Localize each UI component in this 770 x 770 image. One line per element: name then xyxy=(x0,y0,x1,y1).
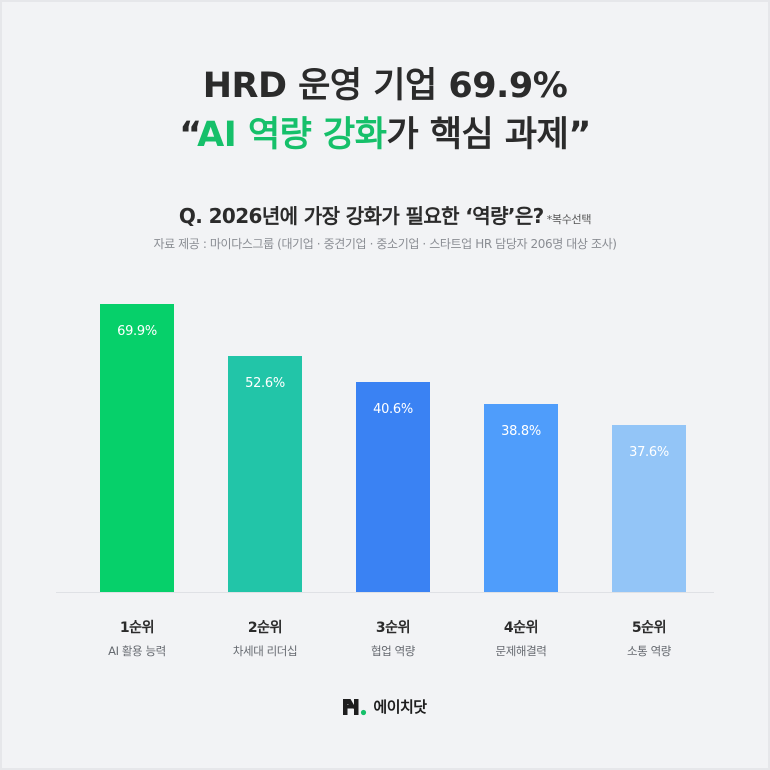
rank-label: 2순위 xyxy=(247,620,283,636)
rank-label: 3순위 xyxy=(375,620,411,636)
bar-1: 69.9% xyxy=(100,304,174,592)
bar-5: 37.6% xyxy=(612,425,686,592)
rank-label: 4순위 xyxy=(503,620,539,636)
bar-value: 52.6% xyxy=(245,376,285,391)
chart-question: Q. 2026년에 가장 강화가 필요한 ‘역량’은? *복수선택 xyxy=(0,200,770,229)
bar-2: 52.6% xyxy=(228,356,302,592)
category-3: 3순위 협업 역량 xyxy=(333,617,453,659)
bar-value: 69.9% xyxy=(117,324,157,339)
category-2: 2순위 차세대 리더십 xyxy=(205,617,325,659)
rank-label: 1순위 xyxy=(119,620,155,636)
h-dot-logo-icon xyxy=(343,698,367,716)
bar-3: 40.6% xyxy=(356,382,430,592)
question-text: Q. 2026년에 가장 강화가 필요한 ‘역량’은? xyxy=(178,204,544,228)
bar-value: 40.6% xyxy=(373,402,413,417)
headline-line-1: HRD 운영 기업 69.9% xyxy=(202,66,568,106)
data-source: 자료 제공 : 마이다스그룹 (대기업 · 중견기업 · 중소기업 · 스타트업… xyxy=(153,237,617,251)
headline-line-2: “AI 역량 강화가 핵심 과제” xyxy=(0,106,770,157)
category-label: 협업 역량 xyxy=(371,644,415,658)
category-5: 5순위 소통 역량 xyxy=(589,617,709,659)
bar-value: 38.8% xyxy=(501,424,541,439)
bar-value: 37.6% xyxy=(629,445,669,460)
brand-logo: 에이치닷 xyxy=(0,696,770,717)
open-quote: “ xyxy=(179,115,198,155)
bar-4: 38.8% xyxy=(484,404,558,592)
close-quote: ” xyxy=(568,115,591,155)
category-label: 소통 역량 xyxy=(627,644,671,658)
multi-select-note: *복수선택 xyxy=(546,213,592,226)
headline-rest: 가 핵심 과제 xyxy=(386,115,569,155)
brand-name: 에이치닷 xyxy=(373,698,427,716)
category-label: AI 활용 능력 xyxy=(108,644,166,658)
category-4: 4순위 문제해결력 xyxy=(461,617,581,659)
rank-label: 5순위 xyxy=(631,620,667,636)
category-label: 차세대 리더십 xyxy=(232,644,298,658)
chart-baseline xyxy=(56,592,714,593)
category-1: 1순위 AI 활용 능력 xyxy=(77,617,197,659)
headline-highlight: AI 역량 강화 xyxy=(197,115,387,155)
category-label: 문제해결력 xyxy=(495,644,547,658)
